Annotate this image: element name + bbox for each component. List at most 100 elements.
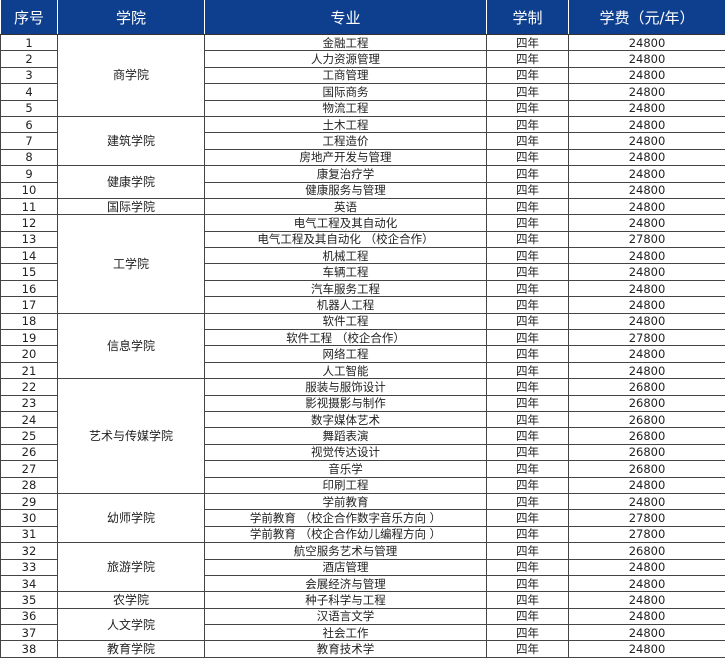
table-row: 17 机器人工程 四年 24800 <box>0 296 725 314</box>
row-number: 38 <box>0 640 58 658</box>
duration: 四年 <box>486 66 569 85</box>
tuition: 26800 <box>568 394 725 412</box>
row-number: 17 <box>0 296 58 314</box>
major: 健康服务与管理 <box>204 181 487 199</box>
duration: 四年 <box>486 99 569 117</box>
row-number: 4 <box>0 83 58 101</box>
tuition: 24800 <box>568 66 725 85</box>
major: 社会工作 <box>204 624 487 642</box>
table-row: 20 网络工程 四年 24800 <box>0 345 725 363</box>
duration: 四年 <box>486 214 569 232</box>
table-row: 8 房地产开发与管理 四年 24800 <box>0 148 725 167</box>
duration: 四年 <box>486 83 569 101</box>
header-college: 学院 <box>57 0 205 35</box>
table-row: 15 车辆工程 四年 24800 <box>0 263 725 281</box>
major: 电气工程及其自动化 <box>204 214 487 232</box>
major: 舞蹈表演 <box>204 427 487 445</box>
tuition: 24800 <box>568 197 725 216</box>
row-number: 22 <box>0 378 58 396</box>
tuition: 24800 <box>568 624 725 642</box>
duration: 四年 <box>486 509 569 527</box>
tuition: 26800 <box>568 443 725 462</box>
table-body: 1 商学院 金融工程 四年 24800 2 人力资源管理 四年 24800 3 工商管理 四年 2480… <box>0 33 725 658</box>
tuition: 27800 <box>568 230 725 249</box>
major: 数字媒体艺术 <box>204 410 487 429</box>
row-number: 31 <box>0 525 58 544</box>
duration: 四年 <box>486 607 569 626</box>
table-header-row: 序号 学院 专业 学制 学费（元/年） <box>0 0 725 35</box>
row-number: 24 <box>0 410 58 429</box>
major: 印刷工程 <box>204 476 487 494</box>
tuition: 24800 <box>568 574 725 593</box>
major: 会展经济与管理 <box>204 574 487 593</box>
duration: 四年 <box>486 525 569 544</box>
row-number: 21 <box>0 361 58 380</box>
tuition: 24800 <box>568 181 725 199</box>
row-number: 13 <box>0 230 58 249</box>
tuition: 24800 <box>568 640 725 658</box>
tuition: 24800 <box>568 279 725 298</box>
college-name: 建筑学院 <box>57 115 205 167</box>
duration: 四年 <box>486 427 569 445</box>
major: 音乐学 <box>204 460 487 478</box>
major: 英语 <box>204 197 487 216</box>
major: 学前教育 （校企合作数字音乐方向 ） <box>204 509 487 527</box>
row-number: 8 <box>0 148 58 167</box>
college-name: 国际学院 <box>57 197 205 216</box>
table-row: 35 农学院 种子科学与工程 四年 24800 <box>0 591 725 609</box>
major: 康复治疗学 <box>204 165 487 183</box>
row-number: 3 <box>0 66 58 85</box>
row-number: 12 <box>0 214 58 232</box>
major: 影视摄影与制作 <box>204 394 487 412</box>
row-number: 25 <box>0 427 58 445</box>
college-name: 幼师学院 <box>57 492 205 544</box>
major: 房地产开发与管理 <box>204 148 487 167</box>
college-name: 艺术与传媒学院 <box>57 378 205 494</box>
row-number: 29 <box>0 492 58 511</box>
major: 电气工程及其自动化 （校企合作） <box>204 230 487 249</box>
tuition: 27800 <box>568 509 725 527</box>
table-row: 22 艺术与传媒学院 服装与服饰设计 四年 26800 <box>0 378 725 494</box>
duration: 四年 <box>486 361 569 380</box>
row-number: 20 <box>0 345 58 363</box>
duration: 四年 <box>486 50 569 68</box>
row-number: 34 <box>0 574 58 593</box>
tuition: 24800 <box>568 296 725 314</box>
duration: 四年 <box>486 165 569 183</box>
row-number: 7 <box>0 132 58 150</box>
tuition: 24800 <box>568 558 725 576</box>
college-name: 信息学院 <box>57 312 205 380</box>
duration: 四年 <box>486 558 569 576</box>
table-row: 21 人工智能 四年 24800 <box>0 361 725 380</box>
row-number: 18 <box>0 312 58 331</box>
major: 工程造价 <box>204 132 487 150</box>
duration: 四年 <box>486 279 569 298</box>
duration: 四年 <box>486 574 569 593</box>
major: 物流工程 <box>204 99 487 117</box>
tuition: 26800 <box>568 460 725 478</box>
duration: 四年 <box>486 345 569 363</box>
college-name: 旅游学院 <box>57 542 205 593</box>
major: 软件工程 <box>204 312 487 331</box>
tuition: 27800 <box>568 525 725 544</box>
row-number: 14 <box>0 247 58 265</box>
duration: 四年 <box>486 181 569 199</box>
table-row: 25 舞蹈表演 四年 26800 <box>0 427 725 445</box>
major: 机器人工程 <box>204 296 487 314</box>
tuition: 24800 <box>568 214 725 232</box>
college-name: 人文学院 <box>57 607 205 642</box>
row-number: 6 <box>0 115 58 134</box>
tuition: 26800 <box>568 542 725 560</box>
major: 视觉传达设计 <box>204 443 487 462</box>
major: 汽车服务工程 <box>204 279 487 298</box>
duration: 四年 <box>486 132 569 150</box>
table-row: 32 旅游学院 航空服务艺术与管理 四年 26800 <box>0 542 725 593</box>
table-row: 27 音乐学 四年 26800 <box>0 460 725 478</box>
duration: 四年 <box>486 148 569 167</box>
major: 汉语言文学 <box>204 607 487 626</box>
row-number: 32 <box>0 542 58 560</box>
table-row: 38 教育学院 教育技术学 四年 24800 <box>0 640 725 658</box>
row-number: 26 <box>0 443 58 462</box>
row-number: 11 <box>0 197 58 216</box>
duration: 四年 <box>486 33 569 52</box>
